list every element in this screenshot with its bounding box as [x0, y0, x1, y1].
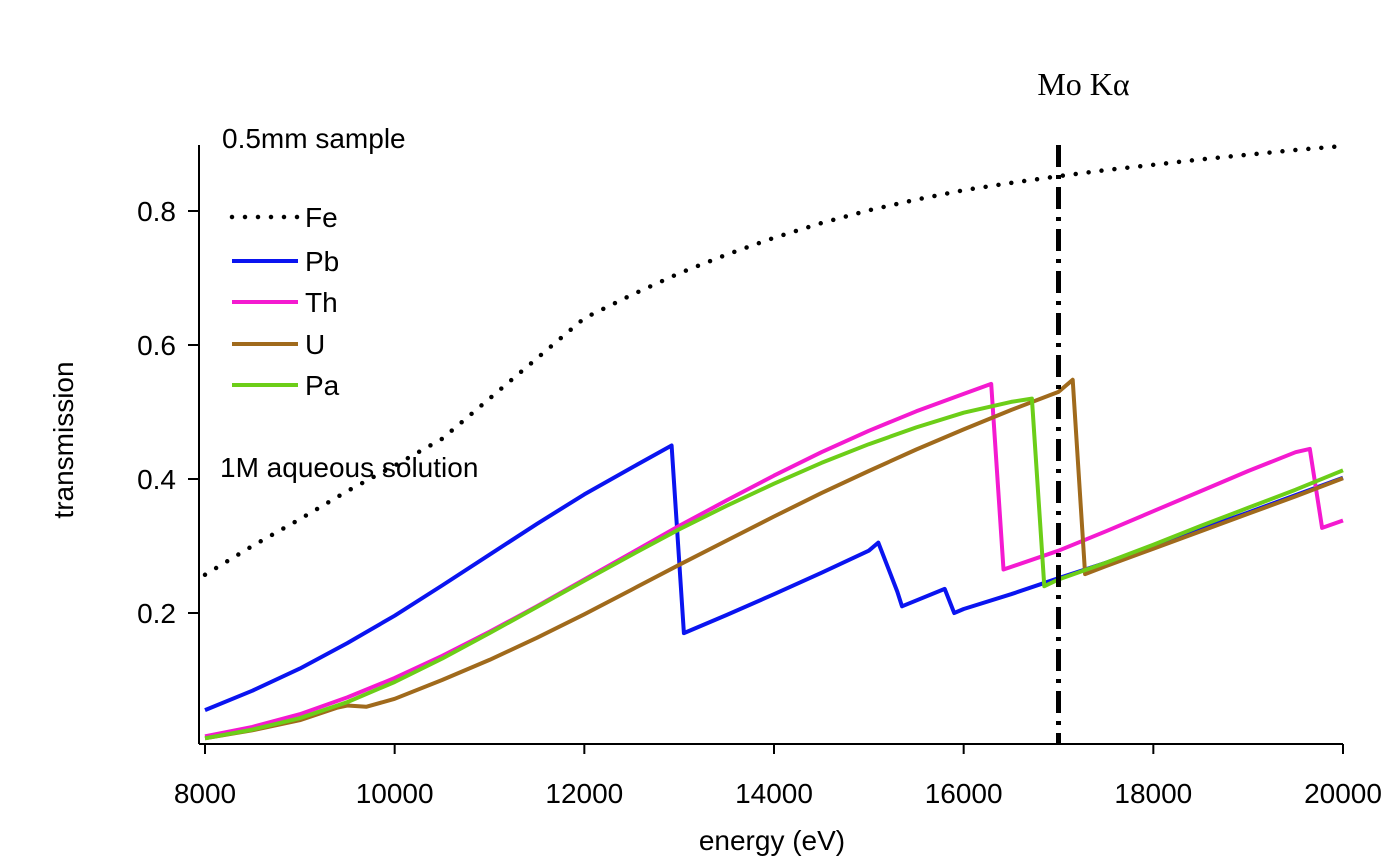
legend-label-u: U: [305, 329, 325, 360]
reference-line-layer: Mo Kα: [1037, 66, 1130, 744]
x-tick-label: 12000: [545, 778, 623, 809]
y-tick-label: 0.2: [137, 598, 176, 629]
y-tick-label: 0.6: [137, 330, 176, 361]
legend-label-th: Th: [305, 287, 338, 318]
legend: Fe Pb Th U Pa: [229, 202, 340, 401]
axes: 8000 10000 12000 14000 16000 18000 20000 0.2 0.4…: [137, 145, 1382, 809]
legend-label-pa: Pa: [305, 370, 340, 401]
y-tick-label: 0.8: [137, 196, 176, 227]
x-axis-title: energy (eV): [699, 825, 845, 856]
x-tick-label: 14000: [735, 778, 813, 809]
series-line-fe: [202, 143, 1346, 578]
x-tick-label: 20000: [1304, 778, 1382, 809]
y-axis-title: transmission: [48, 361, 79, 518]
x-tick-label: 10000: [356, 778, 434, 809]
sample-annotation: 0.5mm sample: [222, 123, 406, 154]
x-tick-label: 18000: [1114, 778, 1192, 809]
y-tick-label: 0.4: [137, 464, 176, 495]
legend-label-fe: Fe: [305, 202, 338, 233]
series-line-u: [204, 377, 1344, 741]
legend-label-pb: Pb: [305, 246, 339, 277]
series-line-pa: [204, 396, 1344, 741]
mo-k-alpha-label: Mo Kα: [1037, 66, 1130, 102]
series-layer: [202, 143, 1346, 741]
series-line-th: [204, 381, 1344, 739]
x-tick-label: 8000: [174, 778, 236, 809]
x-tick-label: 16000: [925, 778, 1003, 809]
solution-annotation: 1M aqueous solution: [220, 452, 478, 483]
